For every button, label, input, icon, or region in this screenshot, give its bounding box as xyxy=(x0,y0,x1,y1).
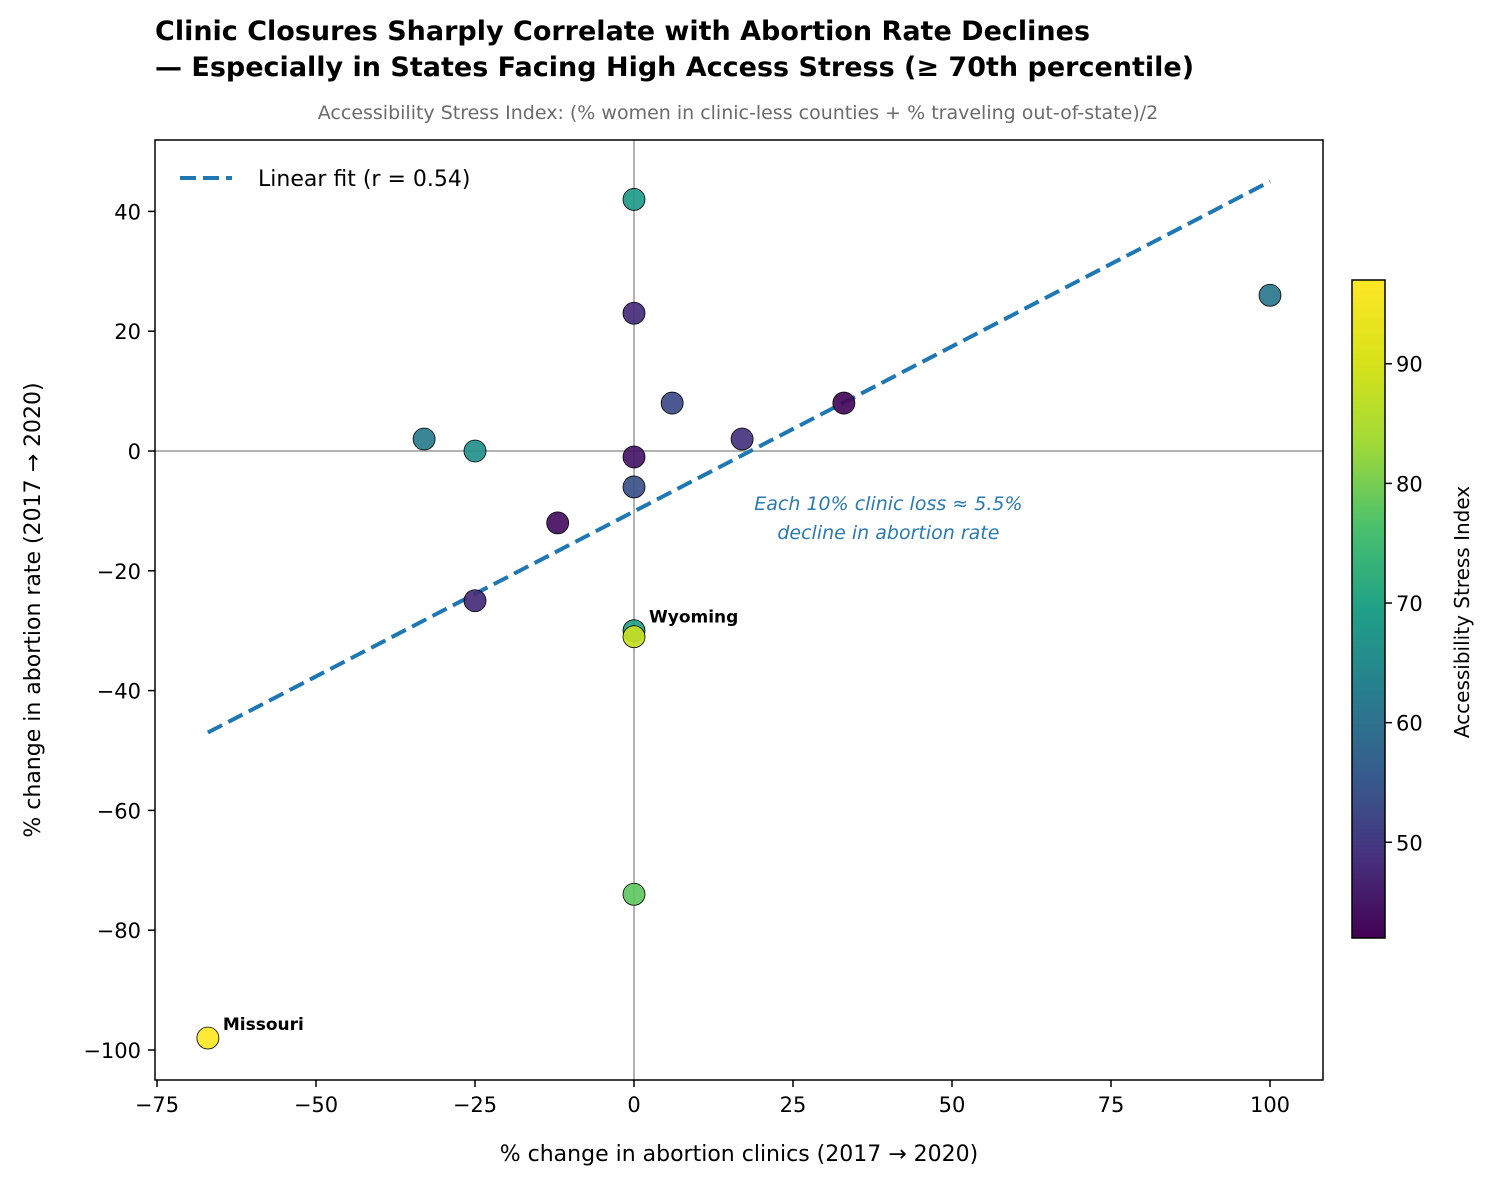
chart-title: Clinic Closures Sharply Correlate with A… xyxy=(155,14,1194,86)
x-tick-label: 25 xyxy=(780,1093,807,1117)
colorbar-tick-label: 70 xyxy=(1396,592,1423,616)
x-tick-label: −75 xyxy=(135,1093,179,1117)
point-labels: Wyoming Missouri xyxy=(223,608,738,1035)
data-point xyxy=(622,445,646,469)
chart-title-line1: Clinic Closures Sharply Correlate with A… xyxy=(155,16,1091,47)
colorbar-gradient xyxy=(1351,279,1386,939)
x-tick-label: 75 xyxy=(1098,1093,1125,1117)
chart-subtitle: Accessibility Stress Index: (% women in … xyxy=(317,102,1159,124)
data-point xyxy=(1258,283,1282,307)
data-point xyxy=(546,511,570,535)
y-tick-label: 20 xyxy=(114,320,141,344)
colorbar-tick-label: 90 xyxy=(1396,353,1423,377)
point-label: Missouri xyxy=(223,1015,304,1035)
y-tick-label: −20 xyxy=(97,560,141,584)
x-tick-label: −25 xyxy=(453,1093,497,1117)
y-tick-label: 0 xyxy=(128,440,141,464)
y-axis-label: % change in abortion rate (2017 → 2020) xyxy=(21,382,46,837)
y-tick-label: −40 xyxy=(97,680,141,704)
colorbar-tick-label: 50 xyxy=(1396,831,1423,855)
legend-label: Linear fit (r = 0.54) xyxy=(258,167,470,192)
annotation-line1: Each 10% clinic loss ≈ 5.5% xyxy=(754,493,1022,515)
annotation-group: Each 10% clinic loss ≈ 5.5% decline in a… xyxy=(754,493,1022,544)
x-tick-label: 50 xyxy=(939,1093,966,1117)
reference-lines xyxy=(155,140,1323,1080)
data-point xyxy=(196,1026,220,1050)
x-axis-label: % change in abortion clinics (2017 → 202… xyxy=(500,1142,978,1167)
y-axis-ticks: 40 20 0 −20 −40 −60 −80 −100 xyxy=(83,200,155,1063)
colorbar: 50 60 70 80 90 Accessibility Stress Index xyxy=(1351,279,1474,939)
colorbar-tick-label: 60 xyxy=(1396,712,1423,736)
annotation-line2: decline in abortion rate xyxy=(777,522,999,544)
y-tick-label: −100 xyxy=(83,1039,141,1063)
colorbar-tick-label: 80 xyxy=(1396,472,1423,496)
data-point xyxy=(463,589,487,613)
y-tick-label: 40 xyxy=(114,200,141,224)
legend: Linear fit (r = 0.54) xyxy=(180,167,470,192)
data-point xyxy=(622,625,646,649)
data-point xyxy=(730,427,754,451)
x-axis-ticks: −75 −50 −25 0 25 50 75 100 xyxy=(135,1080,1290,1117)
y-tick-label: −80 xyxy=(97,919,141,943)
data-point xyxy=(832,391,856,415)
fit-line-group xyxy=(206,179,1271,735)
data-points xyxy=(196,188,1282,1050)
fit-line xyxy=(206,179,1271,735)
data-point xyxy=(660,391,684,415)
colorbar-ticks: 50 60 70 80 90 xyxy=(1385,353,1423,855)
point-label: Wyoming xyxy=(649,608,738,628)
data-point xyxy=(463,439,487,463)
data-point xyxy=(412,427,436,451)
plot-frame xyxy=(154,139,1324,1081)
data-point xyxy=(622,188,646,211)
data-point xyxy=(622,882,646,906)
chart-title-line2: — Especially in States Facing High Acces… xyxy=(155,52,1195,83)
x-tick-label: −50 xyxy=(294,1093,338,1117)
data-point xyxy=(622,301,646,325)
colorbar-label: Accessibility Stress Index xyxy=(1450,486,1474,738)
x-tick-label: 0 xyxy=(627,1093,640,1117)
x-tick-label: 100 xyxy=(1250,1093,1290,1117)
data-point xyxy=(622,475,646,499)
y-tick-label: −60 xyxy=(97,799,141,823)
